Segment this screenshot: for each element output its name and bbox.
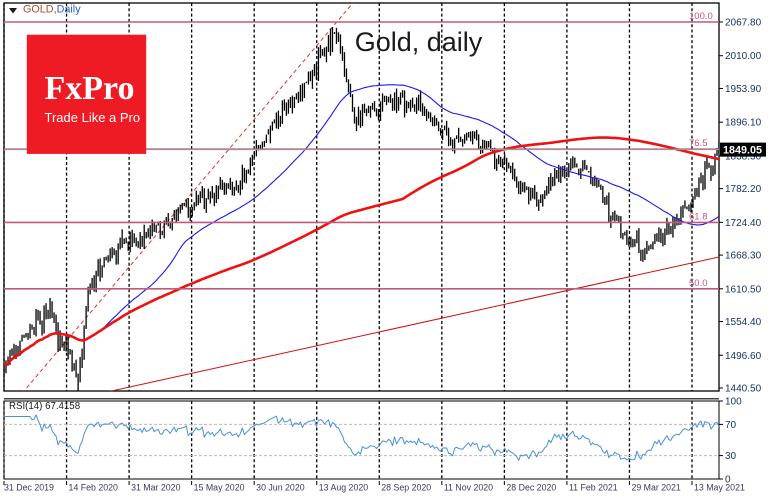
- svg-text:14 Feb 2020: 14 Feb 2020: [69, 483, 119, 493]
- svg-text:31 Dec 2019: 31 Dec 2019: [4, 483, 54, 493]
- svg-text:13 Aug 2020: 13 Aug 2020: [319, 483, 369, 493]
- svg-text:RSI(14) 67.4158: RSI(14) 67.4158: [9, 401, 80, 412]
- svg-text:GOLD,Daily: GOLD,Daily: [23, 4, 81, 16]
- svg-text:61.8: 61.8: [689, 211, 708, 222]
- svg-text:2067.80: 2067.80: [725, 18, 762, 29]
- svg-text:1440.50: 1440.50: [725, 384, 762, 395]
- svg-text:1554.40: 1554.40: [725, 317, 762, 328]
- svg-text:1849.05: 1849.05: [723, 145, 762, 157]
- svg-text:100: 100: [725, 397, 742, 408]
- svg-text:100.0: 100.0: [689, 11, 713, 22]
- svg-text:1896.10: 1896.10: [725, 118, 762, 129]
- svg-text:28 Dec 2020: 28 Dec 2020: [506, 483, 556, 493]
- svg-text:1782.20: 1782.20: [725, 184, 762, 195]
- svg-text:70: 70: [725, 420, 737, 431]
- svg-text:30 Jun 2020: 30 Jun 2020: [256, 483, 305, 493]
- svg-text:FxPro: FxPro: [45, 70, 135, 107]
- svg-text:76.5: 76.5: [689, 138, 708, 149]
- svg-text:29 Mar 2021: 29 Mar 2021: [631, 483, 680, 493]
- svg-text:15 May 2020: 15 May 2020: [194, 483, 245, 493]
- svg-text:13 May 2021: 13 May 2021: [694, 483, 745, 493]
- svg-text:2010.00: 2010.00: [725, 51, 762, 62]
- svg-text:1496.60: 1496.60: [725, 351, 762, 362]
- svg-text:1953.90: 1953.90: [725, 84, 762, 95]
- svg-text:31 Mar 2020: 31 Mar 2020: [131, 483, 180, 493]
- svg-text:30: 30: [725, 451, 737, 462]
- svg-text:1610.50: 1610.50: [725, 284, 762, 295]
- svg-text:1668.30: 1668.30: [725, 251, 762, 262]
- svg-text:11 Feb 2021: 11 Feb 2021: [569, 483, 618, 493]
- svg-text:50.0: 50.0: [689, 278, 708, 289]
- svg-text:11 Nov 2020: 11 Nov 2020: [444, 483, 493, 493]
- svg-text:28 Sep 2020: 28 Sep 2020: [381, 483, 431, 493]
- svg-text:Gold, daily: Gold, daily: [355, 27, 483, 57]
- svg-text:1724.40: 1724.40: [725, 218, 762, 229]
- svg-text:Trade Like a Pro: Trade Like a Pro: [45, 110, 141, 125]
